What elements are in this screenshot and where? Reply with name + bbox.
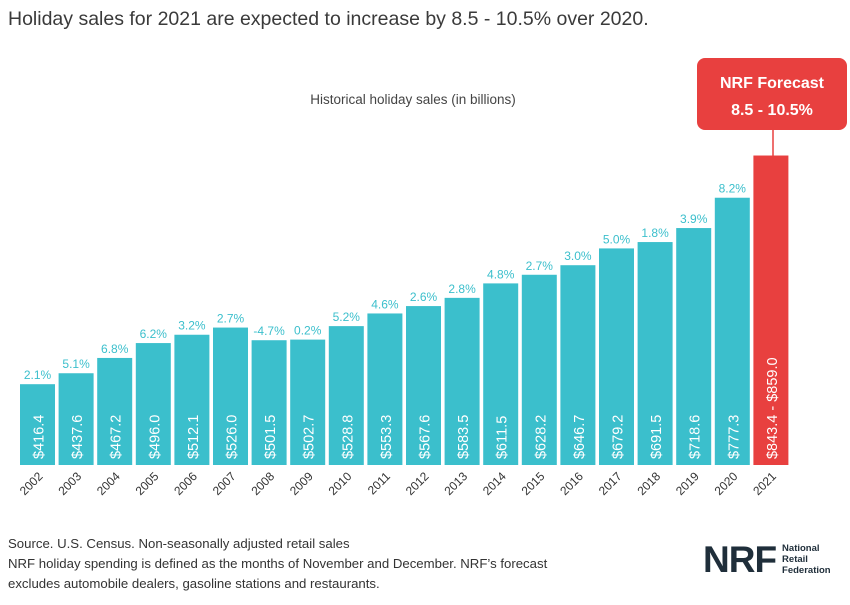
bar-2005 — [135, 343, 171, 465]
year-label-2018: 2018 — [634, 469, 663, 498]
year-label-2005: 2005 — [133, 469, 162, 498]
value-label-2007: $526.0 — [225, 415, 241, 459]
year-label-2021: 2021 — [750, 469, 779, 498]
year-label-2014: 2014 — [480, 469, 509, 498]
year-label-2016: 2016 — [557, 469, 586, 498]
bar-2017 — [599, 248, 634, 465]
value-label-2004: $467.2 — [109, 415, 125, 459]
year-label-2019: 2019 — [673, 469, 702, 498]
value-label-2006: $512.1 — [186, 415, 202, 459]
bar-2011 — [367, 313, 403, 465]
bar-2012 — [406, 306, 441, 465]
growth-label-2012: 2.6% — [410, 290, 438, 304]
growth-label-2004: 6.8% — [101, 342, 129, 356]
logo-line-1: National — [782, 543, 820, 554]
year-label-2017: 2017 — [596, 469, 625, 498]
value-label-2015: $628.2 — [533, 415, 549, 459]
value-label-2005: $496.0 — [147, 415, 163, 459]
value-label-2012: $567.6 — [418, 415, 434, 459]
year-label-2012: 2012 — [403, 469, 432, 498]
year-label-2003: 2003 — [55, 469, 84, 498]
bar-2009 — [290, 339, 326, 465]
year-label-2009: 2009 — [287, 469, 316, 498]
bar-2007 — [213, 327, 248, 465]
year-label-2004: 2004 — [94, 469, 123, 498]
chart-title: Historical holiday sales (in billions) — [310, 92, 516, 107]
bars-group: $416.4 2.1% 2002 $437.6 5.1% 2003 $467.2 6.8% 20… — [17, 155, 789, 498]
growth-label-2007: 2.7% — [217, 312, 245, 326]
growth-label-2020: 8.2% — [719, 182, 747, 196]
bar-2010 — [328, 326, 364, 465]
definition-note: NRF holiday spending is defined as the m… — [8, 556, 548, 571]
logo-line-2: Retail — [782, 554, 808, 565]
bar-2014 — [483, 283, 519, 465]
exclusion-note: excludes automobile dealers, gasoline st… — [8, 576, 380, 591]
growth-label-2006: 3.2% — [178, 319, 206, 333]
footer-notes: Source. U.S. Census. Non-seasonally adju… — [8, 534, 547, 594]
value-label-2013: $583.5 — [456, 415, 472, 459]
bar-2008 — [251, 340, 287, 465]
year-label-2015: 2015 — [519, 469, 548, 498]
growth-label-2018: 1.8% — [641, 226, 669, 240]
bar-2015 — [521, 274, 557, 465]
year-label-2011: 2011 — [365, 469, 393, 497]
value-label-2017: $679.2 — [611, 415, 627, 459]
year-label-2006: 2006 — [171, 469, 200, 498]
growth-label-2013: 2.8% — [448, 282, 476, 296]
bar-2003 — [58, 373, 94, 465]
value-label-2009: $502.7 — [302, 415, 318, 459]
bar-2016 — [560, 265, 596, 465]
growth-label-2014: 4.8% — [487, 267, 515, 281]
year-label-2008: 2008 — [248, 469, 277, 498]
year-label-2002: 2002 — [17, 469, 46, 498]
bar-2020 — [714, 197, 750, 465]
callout-range: 8.5 - 10.5% — [731, 102, 813, 119]
bar-2018 — [637, 242, 673, 465]
year-label-2020: 2020 — [712, 469, 741, 498]
value-label-2021: $843.4 - $859.0 — [765, 357, 781, 459]
year-label-2007: 2007 — [210, 469, 239, 498]
bar-2004 — [97, 357, 133, 465]
bar-2013 — [444, 297, 480, 465]
value-label-2011: $553.3 — [379, 415, 395, 459]
growth-label-2008: -4.7% — [253, 324, 285, 338]
callout-box — [697, 58, 847, 130]
source-note: Source. U.S. Census. Non-seasonally adju… — [8, 536, 350, 551]
year-label-2010: 2010 — [326, 469, 355, 498]
growth-label-2017: 5.0% — [603, 232, 631, 246]
value-label-2019: $718.6 — [688, 415, 704, 459]
bar-chart: Historical holiday sales (in billions) $… — [17, 58, 847, 498]
bar-2002 — [20, 384, 55, 465]
forecast-callout: NRF Forecast 8.5 - 10.5% — [697, 58, 847, 157]
nrf-logo: NRF National Retail Federation — [703, 541, 831, 578]
growth-label-2005: 6.2% — [140, 327, 168, 341]
growth-label-2010: 5.2% — [333, 310, 361, 324]
value-label-2016: $646.7 — [572, 415, 588, 459]
logo-mark: NRF — [703, 539, 777, 580]
value-label-2003: $437.6 — [70, 415, 86, 459]
value-label-2020: $777.3 — [726, 415, 742, 459]
growth-label-2003: 5.1% — [62, 357, 90, 371]
bar-2021 — [753, 155, 789, 465]
bar-2006 — [174, 334, 210, 465]
growth-label-2002: 2.1% — [24, 368, 52, 382]
value-label-2008: $501.5 — [263, 415, 279, 459]
value-label-2002: $416.4 — [32, 415, 48, 459]
logo-text: National Retail Federation — [782, 543, 831, 576]
growth-label-2015: 2.7% — [526, 259, 554, 273]
value-label-2014: $611.5 — [495, 416, 511, 459]
growth-label-2011: 4.6% — [371, 297, 399, 311]
growth-label-2009: 0.2% — [294, 324, 322, 338]
growth-label-2016: 3.0% — [564, 249, 592, 263]
logo-line-3: Federation — [782, 565, 831, 576]
headline: Holiday sales for 2021 are expected to i… — [8, 8, 649, 30]
value-label-2018: $691.5 — [649, 415, 665, 459]
bar-2019 — [676, 228, 712, 465]
year-label-2013: 2013 — [441, 469, 470, 498]
growth-label-2019: 3.9% — [680, 212, 708, 226]
callout-title: NRF Forecast — [720, 75, 825, 92]
value-label-2010: $528.8 — [340, 415, 356, 459]
